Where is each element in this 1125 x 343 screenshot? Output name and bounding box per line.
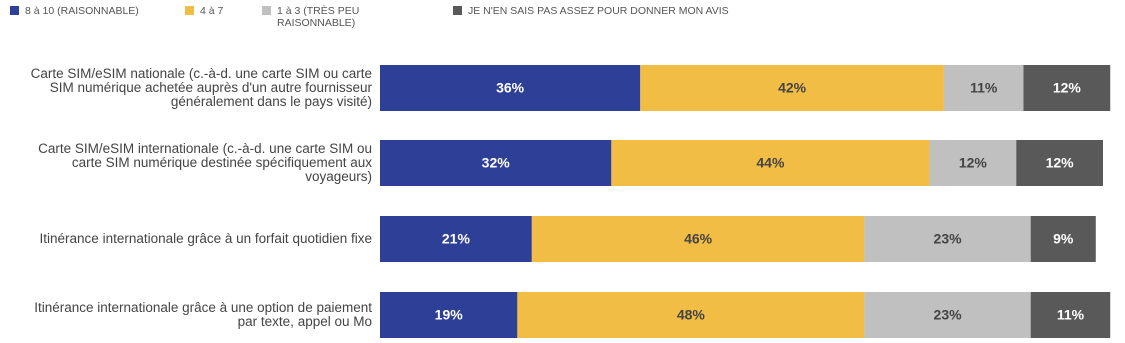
bar-segment: [380, 216, 532, 262]
value-label: 11%: [970, 80, 998, 96]
legend-label: 8 à 10 (RAISONNABLE): [25, 5, 139, 17]
legend-item: JE N'EN SAIS PAS ASSEZ POUR DONNER MON A…: [453, 5, 853, 17]
category-label: Carte SIM/eSIM nationale (c.-à-d. une ca…: [30, 66, 372, 109]
value-label: 32%: [482, 155, 511, 171]
bar-segment: [943, 65, 1024, 111]
bar-segment: [611, 140, 930, 186]
value-label: 48%: [677, 307, 706, 323]
legend-item: 1 à 3 (TRÈS PEU RAISONNABLE): [262, 5, 392, 29]
bar-segment: [1016, 140, 1103, 186]
bar-segment: [380, 140, 612, 186]
value-label: 46%: [684, 231, 713, 247]
value-label: 19%: [435, 307, 464, 323]
bar-segment: [380, 292, 518, 338]
bar-segment: [517, 292, 865, 338]
legend-swatch: [262, 6, 271, 15]
legend-swatch: [453, 6, 462, 15]
legend-item: 4 à 7: [185, 5, 255, 17]
bar-segment: [1030, 292, 1111, 338]
value-label: 12%: [1053, 80, 1082, 96]
bar-segment: [380, 65, 641, 111]
value-label: 44%: [756, 155, 785, 171]
bar-segment: [864, 216, 1031, 262]
legend-label: 1 à 3 (TRÈS PEU RAISONNABLE): [277, 5, 360, 29]
bar-segment: [1023, 65, 1111, 111]
bar-segment: [640, 65, 944, 111]
value-label: 42%: [778, 80, 807, 96]
value-label: 9%: [1053, 231, 1074, 247]
legend-swatch: [185, 6, 194, 15]
bar-segment: [864, 292, 1031, 338]
legend-swatch: [10, 6, 19, 15]
bar-segment: [929, 140, 1017, 186]
value-label: 11%: [1057, 307, 1085, 323]
category-label: Itinérance internationale grâce à un for…: [39, 231, 372, 246]
bar-segment: [1030, 216, 1096, 262]
value-label: 12%: [1046, 155, 1075, 171]
value-label: 21%: [442, 231, 471, 247]
legend-label: 4 à 7: [200, 5, 224, 17]
bar-segment: [531, 216, 865, 262]
value-label: 36%: [496, 80, 525, 96]
legend-item: 8 à 10 (RAISONNABLE): [10, 5, 180, 17]
value-label: 23%: [934, 231, 963, 247]
category-label: Carte SIM/eSIM internationale (c.-à-d. u…: [38, 141, 372, 184]
legend-label: JE N'EN SAIS PAS ASSEZ POUR DONNER MON A…: [468, 5, 729, 17]
category-label: Itinérance internationale grâce à une op…: [34, 300, 372, 329]
value-label: 12%: [959, 155, 988, 171]
value-label: 23%: [934, 307, 963, 323]
